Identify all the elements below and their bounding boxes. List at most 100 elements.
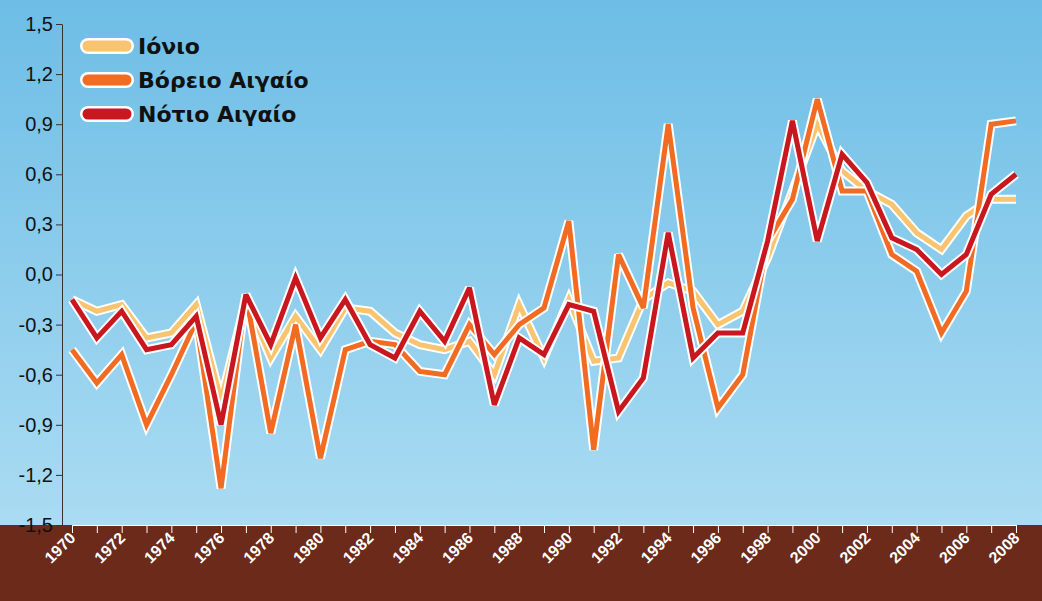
x-tick: 2008	[985, 525, 1022, 566]
y-tick-label: 0,3	[25, 213, 53, 235]
x-tick: 2002	[836, 525, 873, 566]
x-tick-label: 2000	[787, 529, 824, 566]
x-tick-mark	[296, 525, 297, 533]
y-tick: 0,9	[25, 113, 62, 135]
y-tick-label: -1,2	[19, 464, 53, 486]
y-tick-label: 0,6	[25, 163, 53, 185]
legend-swatch	[88, 75, 126, 86]
legend-item: Νότιο Αιγαίο	[88, 102, 296, 127]
x-tick-label: 1992	[588, 529, 625, 566]
x-tick-mark	[147, 525, 148, 533]
y-tick-mark	[56, 325, 62, 326]
y-tick: -0,9	[19, 414, 62, 436]
x-tick	[494, 525, 495, 533]
x-tick: 2004	[886, 525, 923, 566]
x-tick-mark	[668, 525, 669, 533]
x-tick-mark	[643, 525, 644, 533]
line-halo	[72, 99, 1016, 488]
x-tick	[395, 525, 396, 533]
x-tick	[147, 525, 148, 533]
x-tick-label: 1986	[439, 529, 476, 566]
x-tick-mark	[941, 525, 942, 533]
legend-swatch	[88, 41, 126, 52]
x-tick	[544, 525, 545, 533]
x-tick-mark	[122, 525, 123, 533]
x-tick-label: 1982	[340, 529, 377, 566]
x-tick	[991, 525, 992, 533]
y-tick: -1,5	[19, 514, 62, 536]
x-tick: 1974	[141, 525, 178, 566]
y-tick-mark	[56, 24, 62, 25]
x-tick-mark	[718, 525, 719, 533]
x-tick-label: 1994	[638, 529, 675, 566]
y-tick-label: -0,6	[19, 364, 53, 386]
y-tick: 0,3	[25, 213, 62, 235]
legend-label: Νότιο Αιγαίο	[138, 102, 296, 127]
x-tick	[693, 525, 694, 533]
x-tick-mark	[768, 525, 769, 533]
x-tick: 1976	[190, 525, 227, 566]
x-tick-label: 1980	[290, 529, 327, 566]
y-tick: 1,2	[25, 63, 62, 85]
x-tick: 2006	[936, 525, 973, 566]
x-tick-label: 1984	[389, 529, 426, 566]
y-tick: -0,6	[19, 364, 62, 386]
x-tick-label: 2002	[836, 529, 873, 566]
x-tick-mark	[842, 525, 843, 533]
x-tick: 2000	[787, 525, 824, 566]
y-tick-mark	[56, 124, 62, 125]
x-tick: 1986	[439, 525, 476, 566]
y-tick-mark	[56, 174, 62, 175]
legend-item: Βόρειο Αιγαίο	[88, 68, 309, 93]
chart: 1,51,20,90,60,30,0-0,3-0,6-0,9-1,2-1,519…	[0, 0, 1042, 601]
x-tick	[842, 525, 843, 533]
x-tick: 1998	[737, 525, 774, 566]
x-tick: 1980	[290, 525, 327, 566]
x-tick-mark	[370, 525, 371, 533]
x-tick-mark	[345, 525, 346, 533]
y-tick-mark	[56, 275, 62, 276]
y-tick-mark	[56, 475, 62, 476]
x-tick	[445, 525, 446, 533]
x-tick-mark	[196, 525, 197, 533]
x-tick-mark	[544, 525, 545, 533]
x-tick-label: 1974	[141, 529, 178, 566]
legend-label: Βόρειο Αιγαίο	[138, 68, 309, 93]
x-tick-label: 1996	[687, 529, 724, 566]
x-tick: 1988	[489, 525, 526, 566]
lines	[72, 99, 1016, 488]
x-tick-mark	[917, 525, 918, 533]
x-tick: 1978	[240, 525, 277, 566]
y-tick: 0,6	[25, 163, 62, 185]
y-tick-label: -1,5	[19, 514, 53, 536]
x-tick-mark	[619, 525, 620, 533]
x-tick: 1990	[538, 525, 575, 566]
y-tick-mark	[56, 74, 62, 75]
x-tick: 1996	[687, 525, 724, 566]
y-tick-label: 0,0	[25, 263, 53, 285]
line	[72, 121, 1016, 425]
y-tick-mark	[56, 224, 62, 225]
x-tick-label: 1972	[91, 529, 128, 566]
y-tick: 0,0	[25, 263, 62, 285]
legend-swatch-halo	[88, 106, 126, 122]
x-tick-mark	[966, 525, 967, 533]
legend-label: Ιόνιο	[138, 34, 200, 59]
x-tick: 1982	[340, 525, 377, 566]
y-tick-mark	[56, 375, 62, 376]
x-tick-mark	[271, 525, 272, 533]
x-tick-label: 2008	[985, 529, 1022, 566]
x-tick-label: 1970	[41, 529, 78, 566]
ground-band	[0, 525, 1042, 601]
x-tick-mark	[221, 525, 222, 533]
x-tick-mark	[1016, 525, 1017, 533]
x-tick-mark	[445, 525, 446, 533]
x-tick-mark	[494, 525, 495, 533]
x-tick-mark	[469, 525, 470, 533]
legend-item: Ιόνιο	[88, 34, 200, 59]
x-tick: 1984	[389, 525, 426, 566]
y-tick-label: 1,2	[25, 63, 53, 85]
x-tick	[792, 525, 793, 533]
x-tick	[97, 525, 98, 533]
x-tick-mark	[171, 525, 172, 533]
